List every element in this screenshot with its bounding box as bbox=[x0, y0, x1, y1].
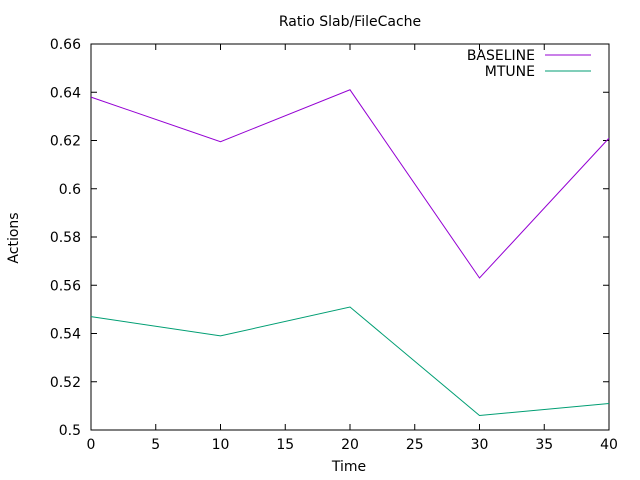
x-tick-label: 10 bbox=[212, 437, 230, 453]
y-tick-label: 0.56 bbox=[50, 278, 81, 294]
x-tick-label: 5 bbox=[151, 437, 160, 453]
series-line-baseline bbox=[90, 89, 610, 279]
x-tick-label: 30 bbox=[471, 437, 489, 453]
x-tick-label: 20 bbox=[341, 437, 359, 453]
y-tick-label: 0.54 bbox=[50, 327, 81, 343]
legend-label-baseline: BASELINE bbox=[467, 48, 535, 64]
x-tick-label: 15 bbox=[276, 437, 294, 453]
series-group bbox=[90, 89, 610, 417]
y-tick-label: 0.5 bbox=[59, 423, 81, 439]
legend-label-mtune: MTUNE bbox=[485, 64, 535, 80]
y-tick-label: 0.66 bbox=[50, 37, 81, 53]
y-axis-label: Actions bbox=[6, 212, 22, 263]
plot-frame-group bbox=[90, 43, 610, 431]
chart-title: Ratio Slab/FileCache bbox=[279, 14, 421, 30]
x-axis-label: Time bbox=[331, 459, 366, 475]
x-tick-label: 40 bbox=[600, 437, 618, 453]
y-tick-label: 0.6 bbox=[59, 182, 81, 198]
ticks-group: 0 5 10 15 20 25 30 35 40 0.5 0.52 0.54 0.56 0.58 0.6 0.… bbox=[50, 37, 618, 453]
y-tick-label: 0.62 bbox=[50, 134, 81, 150]
y-tick-label: 0.52 bbox=[50, 375, 81, 391]
x-tick-label: 0 bbox=[87, 437, 96, 453]
x-tick-label: 25 bbox=[406, 437, 424, 453]
series-line-mtune bbox=[90, 306, 610, 417]
y-tick-label: 0.64 bbox=[50, 85, 81, 101]
y-tick-label: 0.58 bbox=[50, 230, 81, 246]
x-tick-label: 35 bbox=[535, 437, 553, 453]
plot-frame bbox=[90, 43, 610, 431]
